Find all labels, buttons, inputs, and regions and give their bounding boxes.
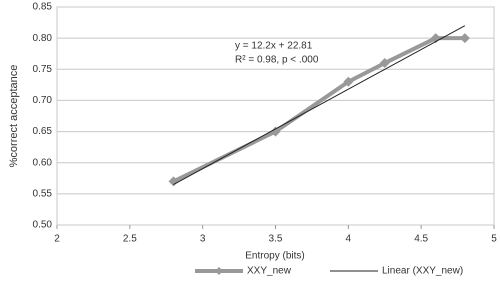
y-tick-label: 0.75 <box>33 64 53 75</box>
y-tick-label: 0.55 <box>33 188 53 199</box>
x-tick-label: 5 <box>491 234 497 245</box>
x-tick-label: 3.5 <box>269 234 283 245</box>
y-axis-label: %correct acceptance <box>8 65 20 168</box>
trend-line <box>173 25 466 185</box>
legend-marker <box>215 267 223 275</box>
data-line <box>172 36 465 184</box>
legend-label: XXY_new <box>247 266 292 277</box>
marker <box>270 126 281 137</box>
y-tick-label: 0.80 <box>33 33 53 44</box>
annotation: R² = 0.98, p < .000 <box>235 55 319 66</box>
y-tick-label: 0.50 <box>33 220 53 231</box>
annotation: y = 12.2x + 22.81 <box>235 41 313 52</box>
x-tick-label: 3 <box>200 234 206 245</box>
y-tick-label: 0.70 <box>33 95 53 106</box>
marker <box>168 176 179 187</box>
legend-label: Linear (XXY_new) <box>382 266 463 277</box>
marker <box>379 58 390 69</box>
y-tick-label: 0.85 <box>33 2 53 13</box>
marker <box>459 33 470 44</box>
x-tick-label: 2.5 <box>123 234 137 245</box>
x-axis-label: Entropy (bits) <box>245 251 304 262</box>
y-tick-label: 0.65 <box>33 126 53 137</box>
marker <box>343 76 354 87</box>
x-tick-label: 2 <box>54 234 60 245</box>
x-tick-label: 4.5 <box>414 234 428 245</box>
y-tick-label: 0.60 <box>33 157 53 168</box>
x-tick-label: 4 <box>346 234 352 245</box>
